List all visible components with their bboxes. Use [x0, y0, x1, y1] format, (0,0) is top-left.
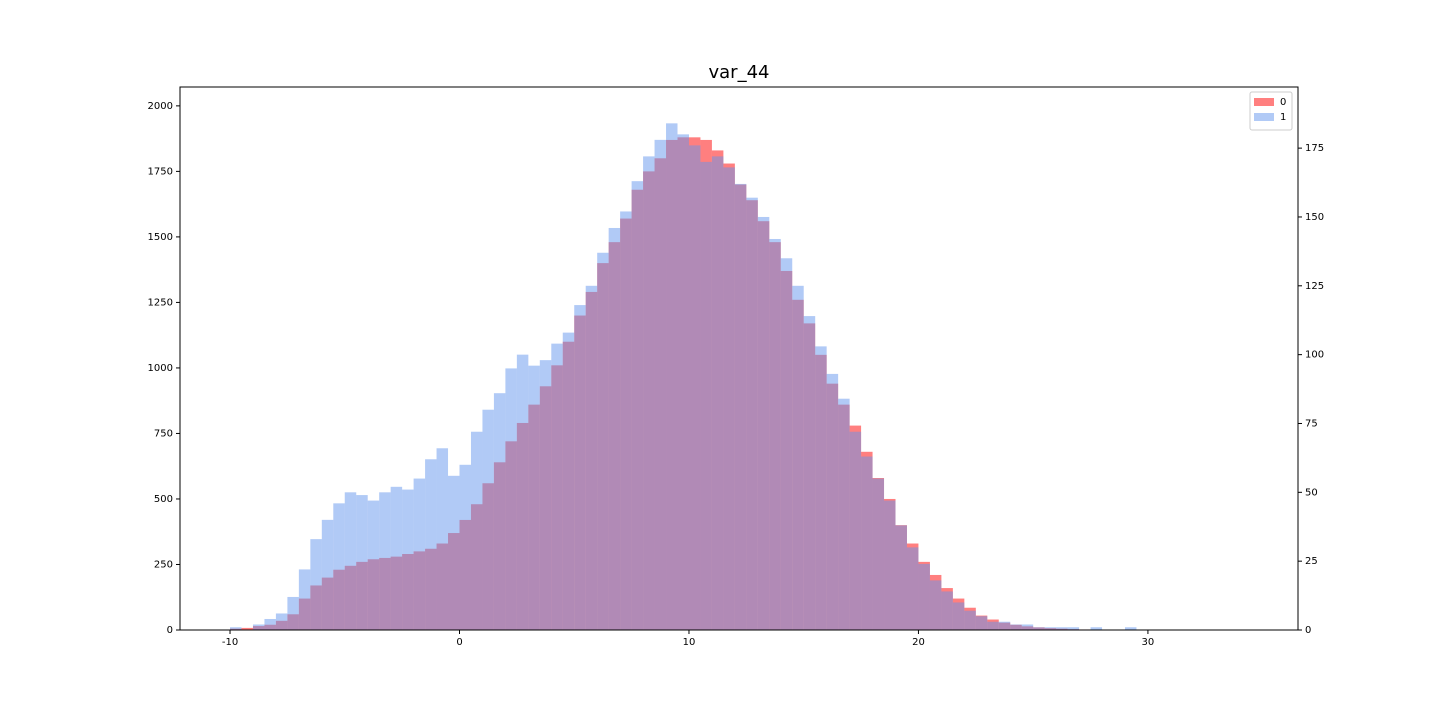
- histogram-bar: [310, 539, 321, 630]
- histogram-bar: [494, 393, 505, 630]
- x-tick-label: 10: [683, 637, 696, 648]
- histogram-bar: [482, 410, 493, 630]
- histogram-bar: [804, 316, 815, 630]
- histogram-bar: [253, 624, 264, 630]
- histogram-bar: [792, 286, 803, 630]
- histogram-bar: [356, 495, 367, 630]
- y-tick-label: 500: [154, 494, 173, 505]
- histogram-bar: [264, 619, 275, 630]
- histogram-bar: [700, 162, 711, 630]
- histogram-bar: [976, 616, 987, 630]
- y2-tick-label: 0: [1305, 625, 1311, 636]
- y-tick-label: 1500: [148, 232, 173, 243]
- chart-title: var_44: [709, 62, 770, 83]
- y-tick-label: 0: [167, 625, 173, 636]
- histogram-bar: [735, 184, 746, 630]
- x-tick-label: -10: [222, 637, 238, 648]
- histogram-bar: [333, 503, 344, 630]
- histogram-bar: [999, 622, 1010, 630]
- histogram-bar: [838, 399, 849, 630]
- x-tick-label: 0: [456, 637, 462, 648]
- histogram-bar: [815, 346, 826, 630]
- histogram-bar: [712, 156, 723, 630]
- histogram-bar: [471, 432, 482, 630]
- histogram-bar: [907, 547, 918, 630]
- histogram-bar: [368, 501, 379, 630]
- histogram-bar: [379, 492, 390, 630]
- histogram-bar: [563, 333, 574, 630]
- y2-tick-label: 100: [1305, 350, 1324, 361]
- histogram-bar: [918, 564, 929, 630]
- y2-tick-label: 75: [1305, 418, 1318, 429]
- histogram-bar: [781, 258, 792, 630]
- histogram-bar: [322, 520, 333, 630]
- histogram-bar: [666, 123, 677, 630]
- histogram-bar: [276, 613, 287, 630]
- histogram-bar: [425, 459, 436, 630]
- histogram-bar: [448, 476, 459, 630]
- histogram-bar: [391, 487, 402, 630]
- histogram-bar: [723, 167, 734, 630]
- histogram-bar: [873, 479, 884, 630]
- y2-tick-label: 50: [1305, 487, 1318, 498]
- histogram-bar: [769, 239, 780, 630]
- histogram-bar: [643, 156, 654, 630]
- histogram-bar: [505, 368, 516, 630]
- y-tick-label: 2000: [148, 101, 173, 112]
- histogram-bar: [896, 525, 907, 630]
- histogram-bar: [953, 602, 964, 630]
- y2-tick-label: 175: [1305, 143, 1324, 154]
- histogram-bar: [678, 134, 689, 630]
- histogram-bar: [437, 448, 448, 630]
- y2-tick-label: 125: [1305, 281, 1324, 292]
- histogram-bar: [827, 374, 838, 630]
- histogram-bar: [540, 360, 551, 630]
- histogram-bar: [884, 501, 895, 630]
- histogram-bar: [964, 611, 975, 630]
- histogram-bar: [689, 145, 700, 630]
- histogram-bar: [414, 479, 425, 630]
- legend-swatch: [1254, 113, 1274, 121]
- histogram-bar: [1022, 624, 1033, 630]
- histogram-bar: [632, 181, 643, 630]
- histogram-bar: [345, 492, 356, 630]
- histogram-bar: [941, 591, 952, 630]
- histogram-bar: [655, 140, 666, 630]
- histogram-bar: [609, 228, 620, 630]
- y-tick-label: 1250: [148, 297, 173, 308]
- y-tick-label: 250: [154, 559, 173, 570]
- histogram-bar: [528, 366, 539, 630]
- x-tick-label: 30: [1142, 637, 1155, 648]
- y2-tick-label: 150: [1305, 212, 1324, 223]
- histogram-bar: [402, 490, 413, 630]
- histogram-bar: [460, 465, 471, 630]
- y-tick-label: 1000: [148, 363, 173, 374]
- histogram-bar: [758, 217, 769, 630]
- histogram-bar: [861, 457, 872, 630]
- histogram-bar: [930, 580, 941, 630]
- histogram-bar: [987, 622, 998, 630]
- y-tick-label: 1750: [148, 166, 173, 177]
- histogram-bar: [517, 355, 528, 630]
- legend-swatch: [1254, 98, 1274, 106]
- histogram-bar: [586, 286, 597, 630]
- x-tick-label: 20: [912, 637, 925, 648]
- legend-label: 1: [1280, 112, 1286, 123]
- histogram-bar: [299, 569, 310, 630]
- histogram-bar: [746, 198, 757, 630]
- histogram-bar: [551, 344, 562, 630]
- y-tick-label: 750: [154, 428, 173, 439]
- histogram-bar: [574, 305, 585, 630]
- histogram-bar: [850, 432, 861, 630]
- histogram-bar: [620, 211, 631, 630]
- y2-tick-label: 25: [1305, 556, 1318, 567]
- histogram-bar: [287, 597, 298, 630]
- histogram-bar: [1010, 624, 1021, 630]
- histogram-bar: [597, 253, 608, 630]
- legend-label: 0: [1280, 97, 1286, 108]
